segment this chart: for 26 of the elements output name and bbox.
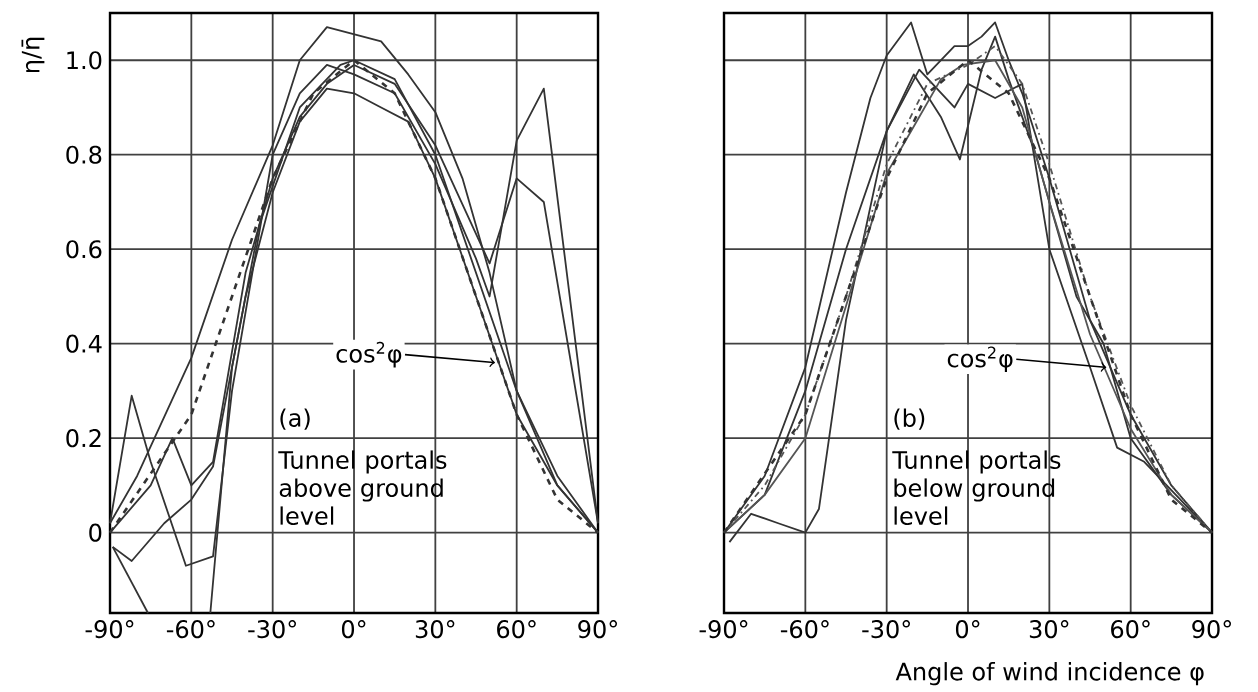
x-axis-title: Angle of wind incidence φ <box>895 662 1204 686</box>
y-axis-title: η/η̄ <box>21 37 45 73</box>
annotation: cos$^{2}$φ <box>336 341 402 368</box>
x-tick-label: 60° <box>1111 620 1150 639</box>
y-tick-label: 0.4 <box>66 334 102 353</box>
annotation: (b) <box>894 408 925 430</box>
y-tick-label: 0 <box>89 523 102 542</box>
x-tick-label: 0° <box>955 620 980 639</box>
annotation: (a) <box>280 408 310 430</box>
x-tick-label: -30° <box>862 620 910 639</box>
x-tick-label: 90° <box>578 620 617 639</box>
y-tick-label: 0.2 <box>66 429 101 448</box>
y-tick-label: 0.6 <box>66 240 102 259</box>
x-tick-label: 30° <box>415 620 455 639</box>
x-tick-label: 0° <box>341 620 366 639</box>
x-tick-label: -60° <box>166 620 215 639</box>
y-tick-label: 1.0 <box>67 51 102 70</box>
x-tick-label: 90° <box>1192 620 1231 639</box>
x-tick-label: 30° <box>1029 620 1069 639</box>
x-tick-label: -90° <box>85 620 134 639</box>
x-tick-label: -60° <box>780 620 829 639</box>
x-tick-label: -90° <box>699 620 748 639</box>
x-tick-label: 60° <box>497 620 536 639</box>
y-tick-label: 0.8 <box>66 145 102 164</box>
annotation: cos$^{2}$φ <box>947 346 1013 373</box>
x-tick-label: -30° <box>248 620 296 639</box>
